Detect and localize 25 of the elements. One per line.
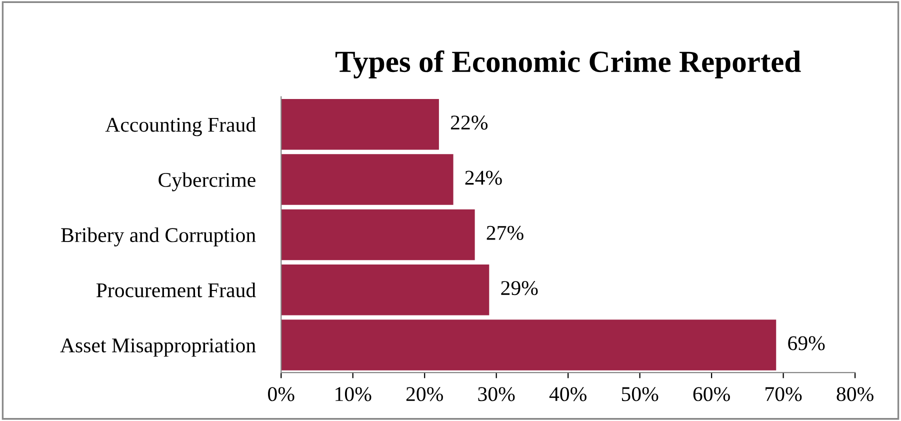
data-label: 69%	[788, 336, 825, 350]
x-tick-label: 80%	[836, 387, 874, 402]
chart-title: Types of Economic Crime Reported	[335, 50, 801, 78]
bar	[281, 264, 490, 316]
y-tick-label: Accounting Fraud	[105, 117, 256, 136]
x-tick-label: 30%	[478, 387, 515, 402]
y-tick-label: Bribery and Corruption	[61, 227, 256, 246]
data-label: 29%	[501, 281, 538, 296]
x-tick-label: 40%	[549, 387, 586, 402]
y-tick-label: Procurement Fraud	[96, 282, 256, 298]
x-tick-label: 60%	[693, 387, 730, 402]
data-label: 22%	[450, 116, 488, 130]
x-tick-label: 10%	[336, 387, 372, 402]
x-tick-label: 20%	[406, 387, 443, 402]
x-tick-label: 50%	[622, 387, 658, 402]
data-label: 27%	[486, 226, 524, 240]
y-tick-label: Asset Misappropriation	[60, 338, 256, 357]
bar	[281, 209, 475, 260]
y-tick-label: Cybercrime	[158, 172, 256, 192]
bar	[281, 99, 439, 150]
data-label: 24%	[465, 170, 502, 185]
x-tick-label: 0%	[268, 387, 294, 402]
x-tick-label: 70%	[766, 387, 802, 402]
bar	[281, 154, 454, 205]
bar	[281, 320, 776, 370]
